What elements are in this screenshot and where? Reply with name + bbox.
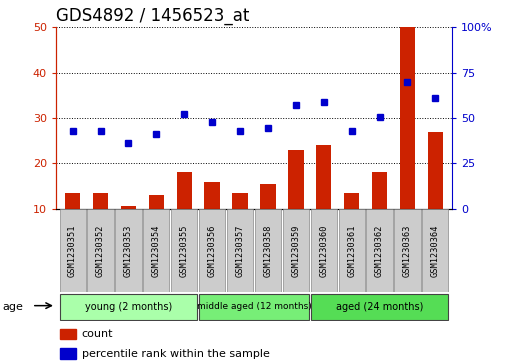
FancyBboxPatch shape [115, 209, 142, 292]
Text: GSM1230355: GSM1230355 [180, 224, 189, 277]
Bar [121, 207, 136, 254]
Bar [372, 172, 387, 254]
FancyBboxPatch shape [422, 209, 449, 292]
Bar [260, 184, 276, 254]
FancyBboxPatch shape [366, 209, 393, 292]
Text: count: count [82, 329, 113, 339]
Text: GSM1230354: GSM1230354 [152, 224, 161, 277]
Bar [60, 348, 76, 359]
Text: aged (24 months): aged (24 months) [336, 302, 423, 312]
Text: young (2 months): young (2 months) [85, 302, 172, 312]
Bar [60, 329, 76, 339]
Text: GSM1230356: GSM1230356 [208, 224, 216, 277]
Text: age: age [3, 302, 23, 312]
Text: GSM1230353: GSM1230353 [124, 224, 133, 277]
FancyBboxPatch shape [338, 209, 365, 292]
FancyBboxPatch shape [199, 294, 309, 320]
Text: GSM1230360: GSM1230360 [319, 224, 328, 277]
Text: GSM1230363: GSM1230363 [403, 224, 412, 277]
Text: middle aged (12 months): middle aged (12 months) [197, 302, 311, 311]
Bar [232, 193, 248, 254]
Bar [428, 131, 443, 254]
FancyBboxPatch shape [143, 209, 170, 292]
FancyBboxPatch shape [59, 209, 86, 292]
Text: percentile rank within the sample: percentile rank within the sample [82, 349, 270, 359]
FancyBboxPatch shape [199, 209, 225, 292]
Bar [149, 195, 164, 254]
Bar [65, 193, 80, 254]
Text: GSM1230357: GSM1230357 [236, 224, 244, 277]
Text: GSM1230362: GSM1230362 [375, 224, 384, 277]
FancyBboxPatch shape [283, 209, 309, 292]
Text: GSM1230351: GSM1230351 [68, 224, 77, 277]
Text: GSM1230364: GSM1230364 [431, 224, 440, 277]
FancyBboxPatch shape [171, 209, 197, 292]
Bar [400, 27, 415, 254]
Bar [344, 193, 359, 254]
FancyBboxPatch shape [255, 209, 281, 292]
Bar [316, 145, 331, 254]
Bar [204, 182, 220, 254]
FancyBboxPatch shape [311, 294, 449, 320]
Text: GSM1230352: GSM1230352 [96, 224, 105, 277]
Bar [177, 172, 192, 254]
FancyBboxPatch shape [87, 209, 114, 292]
FancyBboxPatch shape [227, 209, 253, 292]
FancyBboxPatch shape [59, 294, 197, 320]
Bar [288, 150, 304, 254]
Bar [93, 193, 108, 254]
Text: GDS4892 / 1456523_at: GDS4892 / 1456523_at [56, 7, 249, 25]
FancyBboxPatch shape [394, 209, 421, 292]
Text: GSM1230358: GSM1230358 [264, 224, 272, 277]
Text: GSM1230361: GSM1230361 [347, 224, 356, 277]
FancyBboxPatch shape [311, 209, 337, 292]
Text: GSM1230359: GSM1230359 [292, 224, 300, 277]
